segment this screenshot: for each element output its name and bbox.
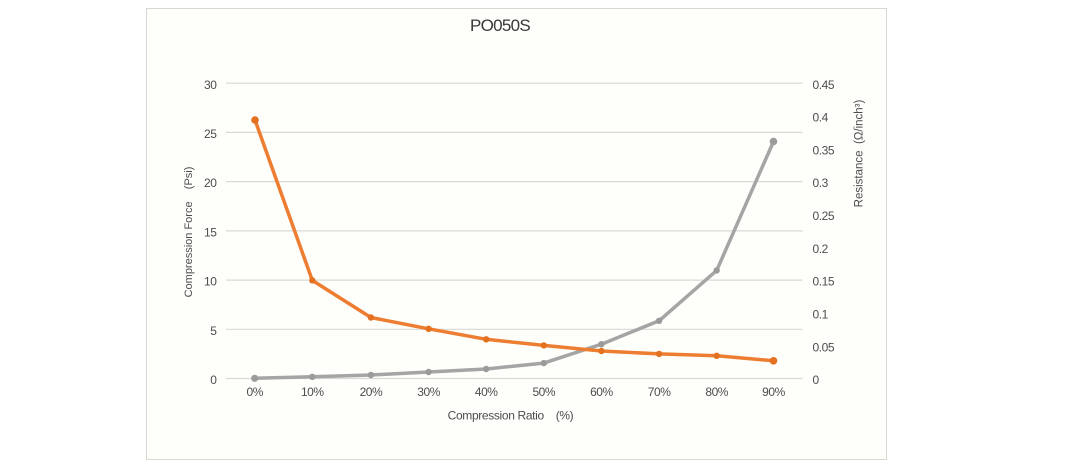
svg-text:0%: 0%	[246, 385, 263, 399]
svg-text:PO050S: PO050S	[470, 16, 530, 35]
svg-text:0: 0	[210, 373, 217, 387]
svg-text:0.4: 0.4	[813, 111, 829, 125]
svg-text:90%: 90%	[762, 385, 785, 399]
svg-text:10%: 10%	[301, 385, 324, 399]
svg-text:40%: 40%	[475, 385, 498, 399]
svg-text:0.1: 0.1	[813, 308, 829, 322]
svg-text:0.45: 0.45	[813, 78, 835, 92]
svg-text:0.3: 0.3	[813, 176, 829, 190]
svg-text:0.25: 0.25	[813, 209, 835, 223]
svg-text:15: 15	[204, 226, 217, 240]
svg-text:25: 25	[204, 127, 217, 141]
svg-text:50%: 50%	[532, 385, 555, 399]
svg-text:Compression Force (Psi): Compression Force (Psi)	[183, 167, 195, 298]
svg-text:20%: 20%	[360, 385, 383, 399]
svg-text:20: 20	[204, 176, 217, 190]
svg-text:60%: 60%	[590, 385, 613, 399]
svg-text:0.35: 0.35	[813, 143, 835, 157]
svg-text:30%: 30%	[417, 385, 440, 399]
svg-text:Resistance (Ω/inch³): Resistance (Ω/inch³)	[854, 100, 866, 208]
svg-text:0.15: 0.15	[813, 275, 835, 289]
svg-text:10: 10	[204, 275, 217, 289]
svg-text:0: 0	[813, 373, 820, 387]
svg-text:5: 5	[210, 324, 217, 338]
svg-text:70%: 70%	[648, 385, 671, 399]
svg-text:80%: 80%	[705, 385, 728, 399]
svg-text:Compression Ratio (%): Compression Ratio (%)	[448, 408, 574, 422]
svg-text:0.2: 0.2	[813, 242, 829, 256]
svg-text:0.05: 0.05	[813, 340, 835, 354]
svg-text:30: 30	[204, 78, 217, 92]
